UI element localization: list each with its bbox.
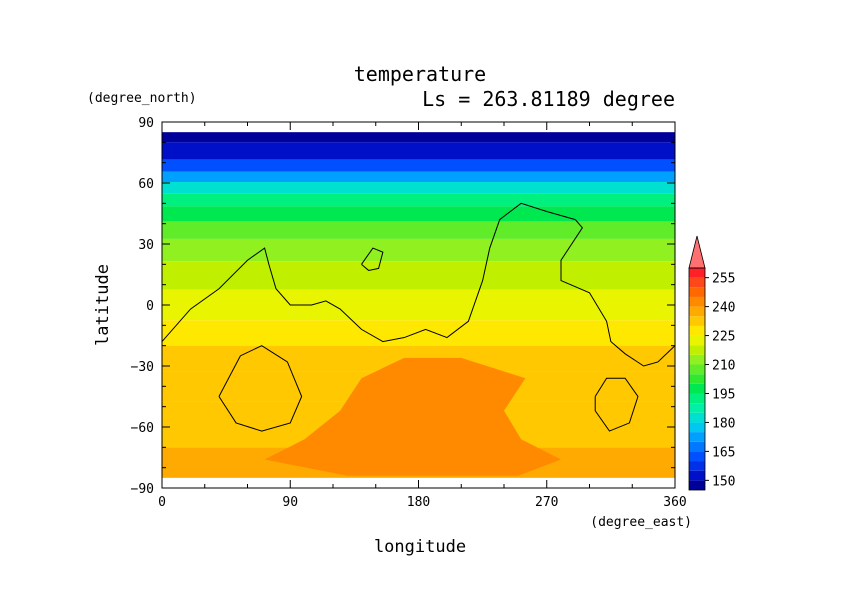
temperature-band [162, 289, 675, 321]
colorbar-segment [689, 441, 705, 452]
colorbar-segment [689, 316, 705, 326]
colorbar-segment [689, 364, 705, 375]
y-tick-label: −30 [131, 360, 154, 375]
colorbar-segment [689, 287, 705, 297]
x-tick-label: 270 [535, 495, 558, 510]
colorbar-segment [689, 393, 705, 404]
topography-contours [162, 202, 675, 432]
colorbar-segment [689, 383, 705, 394]
colorbar-segment [689, 422, 705, 433]
colorbar-segment [689, 296, 705, 307]
y-tick-label: 90 [138, 116, 154, 131]
colorbar-segment [689, 306, 705, 317]
topography-contour-line [218, 345, 303, 432]
colorbar-segment [689, 277, 705, 288]
temperature-band [162, 193, 675, 207]
temperature-band [162, 206, 675, 222]
colorbar-tick-label: 150 [712, 474, 735, 489]
colorbar-segment [689, 432, 705, 442]
y-tick-label: 0 [146, 299, 154, 314]
temperature-band [162, 238, 675, 262]
temperature-band [162, 181, 675, 194]
colorbar-segment [689, 461, 705, 471]
colorbar-frame [688, 267, 706, 491]
plot-area [162, 132, 675, 478]
chart-title: temperature [354, 62, 486, 86]
y-tick-label: −60 [131, 421, 154, 436]
y-axis-unit: (degree_north) [87, 91, 197, 106]
colorbar-tick-label: 165 [712, 445, 735, 460]
colorbar-segment [689, 374, 705, 384]
colorbar-tick-label: 240 [712, 301, 735, 316]
y-tick-label: −90 [131, 482, 154, 497]
colorbar-segment [689, 480, 705, 490]
temperature-band [162, 261, 675, 290]
x-tick-label: 180 [407, 495, 430, 510]
temperature-band [162, 132, 675, 143]
colorbar-segment [689, 345, 705, 355]
colorbar-segment [689, 403, 705, 413]
warm-region [264, 357, 561, 476]
x-tick-label: 0 [158, 495, 166, 510]
chart-subtitle: Ls = 263.81189 degree [422, 87, 675, 111]
colorbar-segment [689, 325, 705, 336]
colorbar-segment [689, 268, 705, 278]
colorbar-segment [689, 412, 705, 423]
x-tick-label: 360 [663, 495, 686, 510]
colorbar: 150 165 180 195 210 225 240 255 [688, 235, 735, 491]
colorbar-segment [689, 470, 705, 481]
temperature-band [162, 159, 675, 172]
y-tick-label: 30 [138, 238, 154, 253]
colorbar-segment [689, 354, 705, 365]
topography-contour-line [361, 247, 384, 271]
temperature-band [162, 320, 675, 346]
colorbar-tick-label: 210 [712, 359, 735, 374]
topography-contour-line [162, 202, 675, 367]
temperature-band [162, 171, 675, 182]
y-axis-label: latitude [93, 264, 113, 346]
axes: 0 90 180 270 360 90 60 30 0 −30 −60 −90 [131, 116, 687, 510]
colorbar-extend-arrow [688, 235, 706, 269]
y-tick-label: 60 [138, 177, 154, 192]
x-tick-label: 90 [282, 495, 298, 510]
colorbar-tick-label: 225 [712, 330, 735, 345]
colorbar-tick-label: 195 [712, 387, 735, 402]
temperature-band [162, 221, 675, 239]
x-axis-label: longitude [374, 537, 466, 557]
colorbar-tick-label: 180 [712, 416, 735, 431]
colorbar-tick-label: 255 [712, 272, 735, 287]
temperature-band [162, 142, 675, 160]
x-axis-unit: (degree_east) [590, 515, 692, 530]
colorbar-segment [689, 335, 705, 346]
topography-contour-line [594, 377, 639, 432]
colorbar-segment [689, 451, 705, 462]
